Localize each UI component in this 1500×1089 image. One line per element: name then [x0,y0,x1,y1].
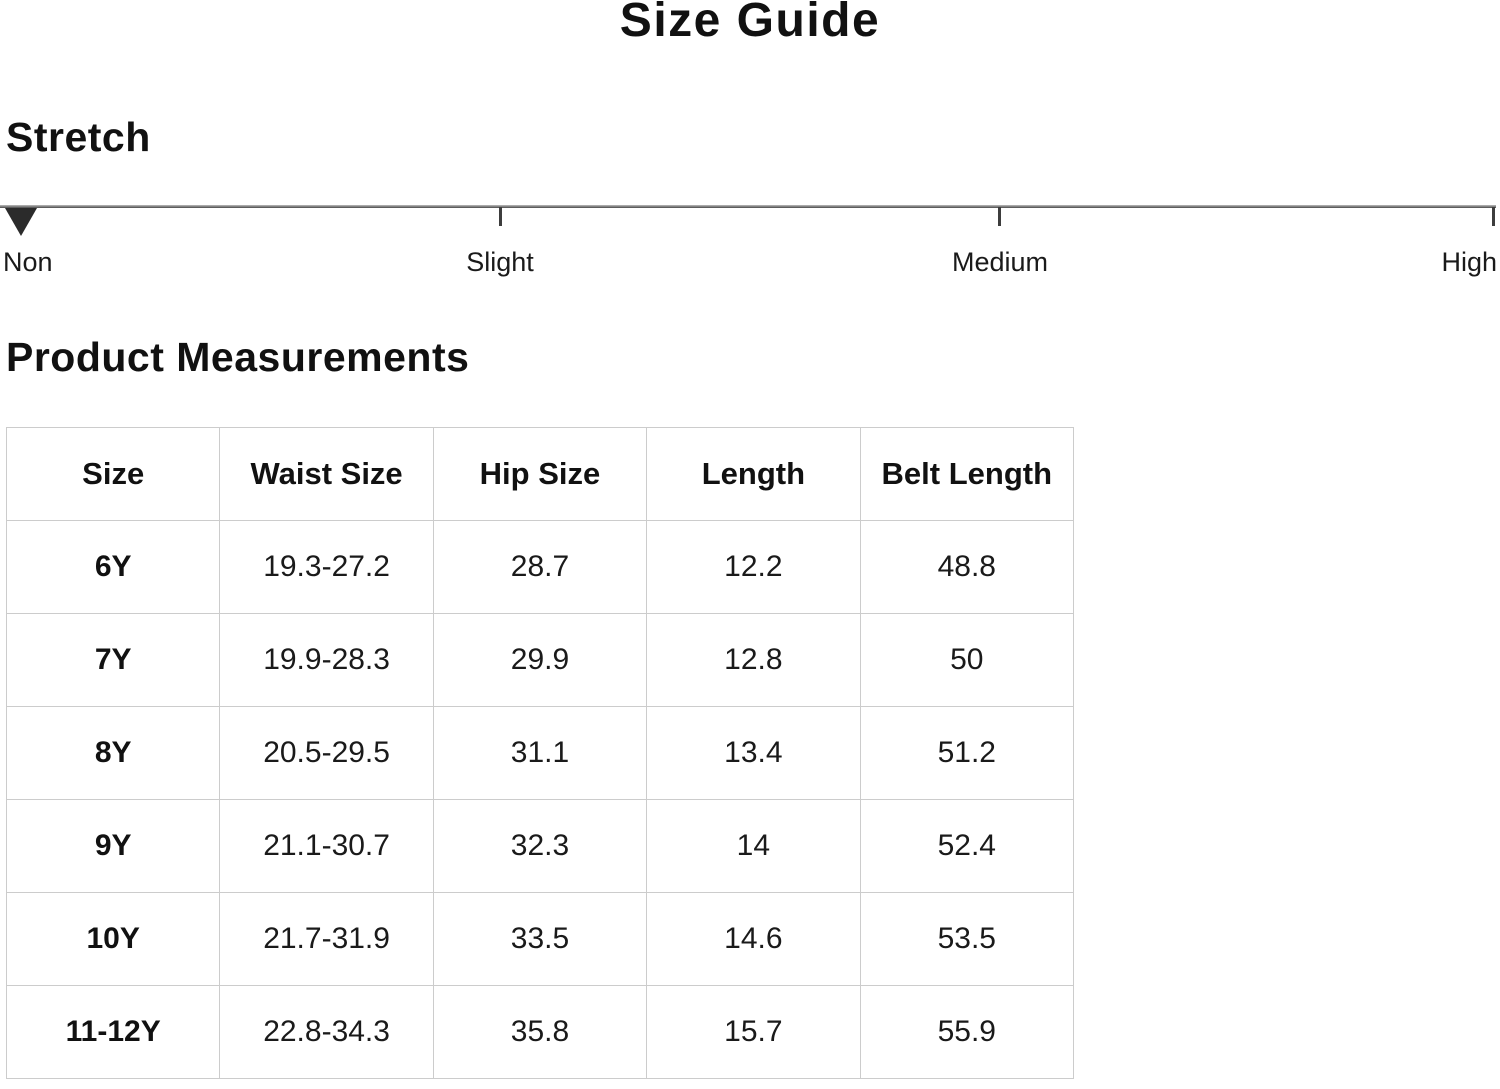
table-row-9y: 9Y 21.1-30.7 32.3 14 52.4 [5,799,1075,893]
size-cell: 9Y [5,799,221,893]
slider-marker-triangle-icon [5,208,37,236]
table-row-11-12y: 11-12Y 22.8-34.3 35.8 15.7 55.9 [5,985,1075,1079]
table-row-10y: 10Y 21.7-31.9 33.5 14.6 53.5 [5,892,1075,986]
length-cell: 14.6 [646,892,861,986]
belt-length-cell: 48.8 [859,520,1075,614]
size-cell: 8Y [5,706,221,800]
measurements-table: Size Waist Size Hip Size Length Belt Len… [5,427,1075,1079]
column-header-length: Length [646,427,861,521]
waist-size-cell: 21.7-31.9 [219,892,434,986]
size-cell: 10Y [5,892,221,986]
length-cell: 14 [646,799,861,893]
slider-track [0,205,1496,208]
length-cell: 13.4 [646,706,861,800]
column-header-waist-size: Waist Size [219,427,434,521]
column-header-belt-length: Belt Length [859,427,1075,521]
column-header-size: Size [5,427,221,521]
belt-length-cell: 52.4 [859,799,1075,893]
hip-size-cell: 32.3 [432,799,648,893]
stretch-level-medium: Medium [951,247,1049,277]
size-cell: 7Y [5,613,221,707]
size-cell: 11-12Y [5,985,221,1079]
hip-size-cell: 33.5 [432,892,648,986]
table-row-7y: 7Y 19.9-28.3 29.9 12.8 50 [5,613,1075,707]
table-row-6y: 6Y 19.3-27.2 28.7 12.2 48.8 [5,520,1075,614]
slider-tick-medium [998,207,1001,226]
product-measurements-heading: Product Measurements [6,334,470,380]
size-cell: 6Y [5,520,221,614]
column-header-hip-size: Hip Size [432,427,648,521]
stretch-level-high: High [1441,247,1497,277]
hip-size-cell: 31.1 [432,706,648,800]
belt-length-cell: 55.9 [859,985,1075,1079]
length-cell: 12.8 [646,613,861,707]
belt-length-cell: 51.2 [859,706,1075,800]
waist-size-cell: 19.9-28.3 [219,613,434,707]
stretch-level-non: Non [3,247,53,277]
slider-tick-slight [499,207,502,226]
table-row-8y: 8Y 20.5-29.5 31.1 13.4 51.2 [5,706,1075,800]
length-cell: 15.7 [646,985,861,1079]
stretch-slider: Non Slight Medium High [0,195,1500,295]
hip-size-cell: 28.7 [432,520,648,614]
stretch-heading: Stretch [6,114,151,160]
hip-size-cell: 35.8 [432,985,648,1079]
waist-size-cell: 21.1-30.7 [219,799,434,893]
waist-size-cell: 19.3-27.2 [219,520,434,614]
belt-length-cell: 50 [859,613,1075,707]
waist-size-cell: 20.5-29.5 [219,706,434,800]
page-title: Size Guide [619,0,881,47]
hip-size-cell: 29.9 [432,613,648,707]
waist-size-cell: 22.8-34.3 [219,985,434,1079]
belt-length-cell: 53.5 [859,892,1075,986]
stretch-level-slight: Slight [466,247,534,277]
slider-tick-end [1492,207,1495,226]
length-cell: 12.2 [646,520,861,614]
table-header-row: Size Waist Size Hip Size Length Belt Len… [5,427,1075,521]
